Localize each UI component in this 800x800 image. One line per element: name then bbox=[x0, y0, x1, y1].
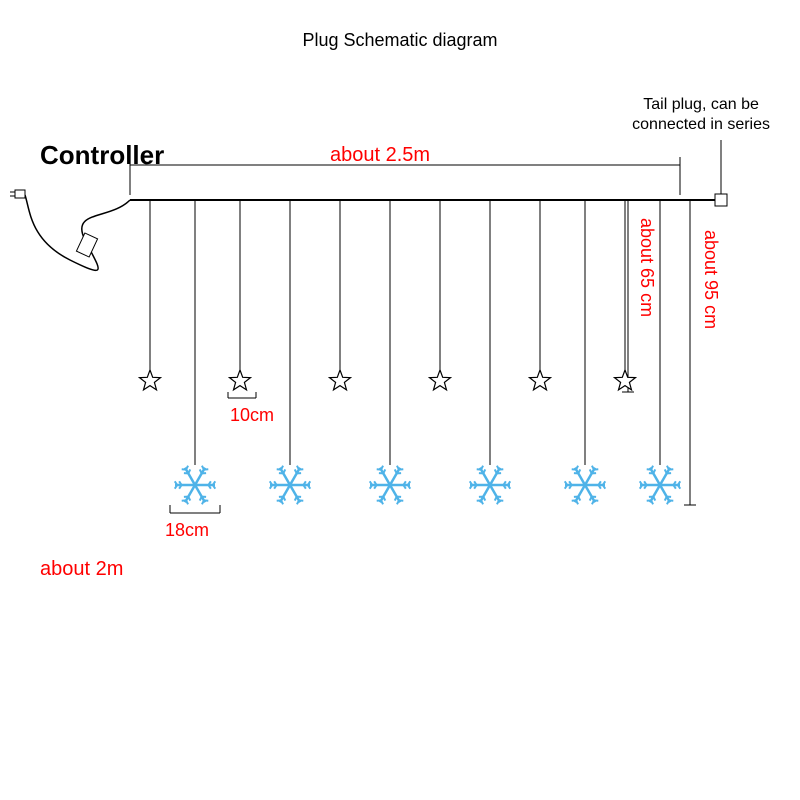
schematic-svg bbox=[0, 0, 800, 800]
